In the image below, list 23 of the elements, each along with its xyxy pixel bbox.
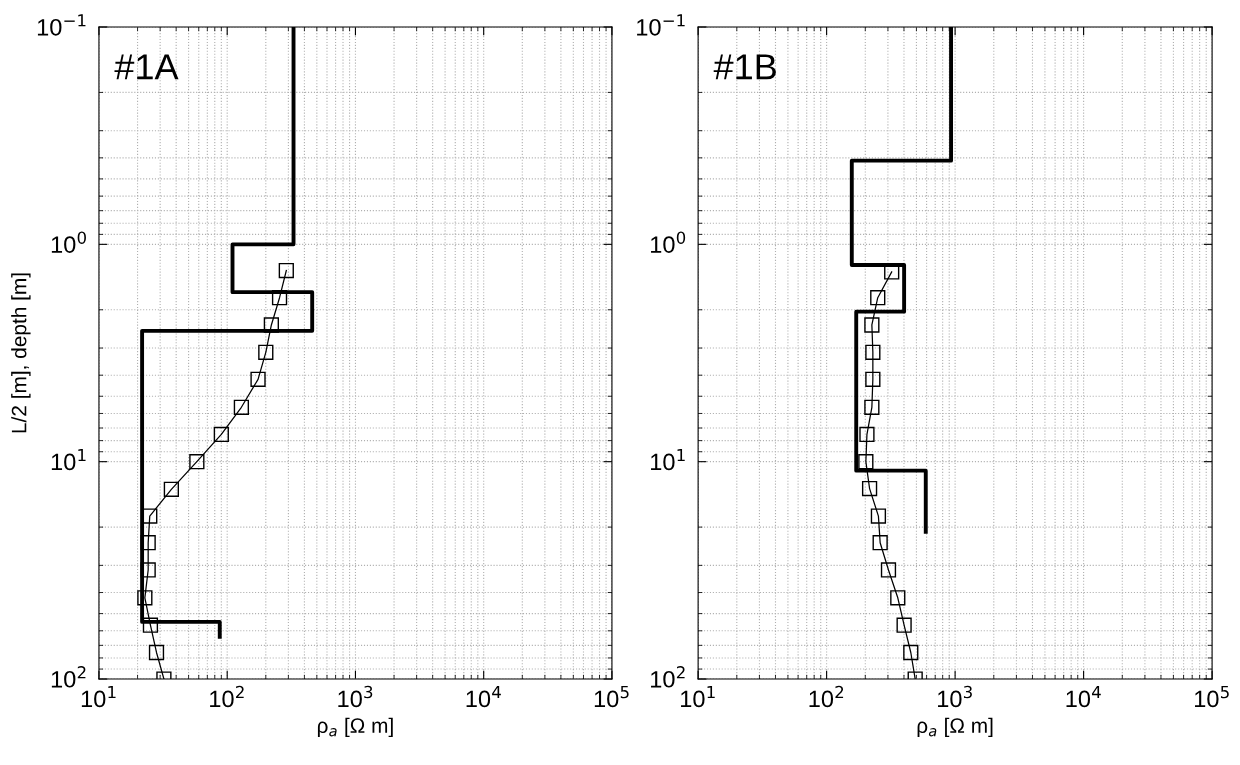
x-tick-label: 10$^{3}$ — [938, 685, 972, 708]
y-tick-label: 10$^{0}$ — [51, 231, 86, 253]
y-tick-label: 10$^{−1}$ — [637, 14, 685, 36]
x-tick-label: 10$^{5}$ — [1195, 685, 1229, 708]
y-tick-label: 10$^{1}$ — [651, 448, 685, 471]
x-tick-label: 10$^{4}$ — [1066, 685, 1101, 708]
x-axis-title: ρ$_{a}$ [Ω m] — [317, 717, 393, 738]
y-tick-label: 10$^{2}$ — [651, 666, 685, 688]
x-tick-label: 10$^{1}$ — [681, 685, 715, 708]
x-tick-label: 10$^{1}$ — [81, 685, 116, 708]
x-tick-label: 10$^{3}$ — [338, 685, 373, 708]
y-axis-title: L/2 [m], depth [m] — [11, 273, 31, 433]
y-tick-label: 10$^{1}$ — [51, 448, 86, 471]
y-tick-label: 10$^{0}$ — [651, 231, 686, 253]
y-tick-label: 10$^{2}$ — [51, 666, 86, 688]
annotation: #1A — [114, 54, 179, 80]
x-axis-title: ρ$_{a}$ [Ω m] — [917, 717, 993, 738]
x-tick-label: 10$^{2}$ — [809, 685, 844, 708]
annotation: #1B — [713, 54, 776, 80]
y-tick-label: 10$^{−1}$ — [37, 14, 86, 36]
x-tick-label: 10$^{4}$ — [466, 685, 501, 708]
x-tick-label: 10$^{2}$ — [210, 685, 244, 708]
x-tick-label: 10$^{5}$ — [594, 685, 629, 708]
